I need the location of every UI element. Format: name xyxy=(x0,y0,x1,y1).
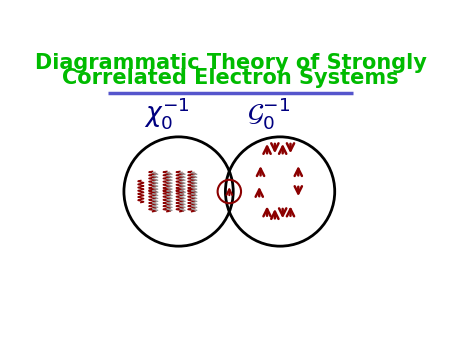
Text: $\mathcal{G}_0^{-1}$: $\mathcal{G}_0^{-1}$ xyxy=(247,95,290,131)
Text: Diagrammatic Theory of Strongly: Diagrammatic Theory of Strongly xyxy=(35,53,427,73)
Text: Correlated Electron Systems: Correlated Electron Systems xyxy=(62,68,399,88)
Text: $\chi_0^{-1}$: $\chi_0^{-1}$ xyxy=(144,95,189,131)
